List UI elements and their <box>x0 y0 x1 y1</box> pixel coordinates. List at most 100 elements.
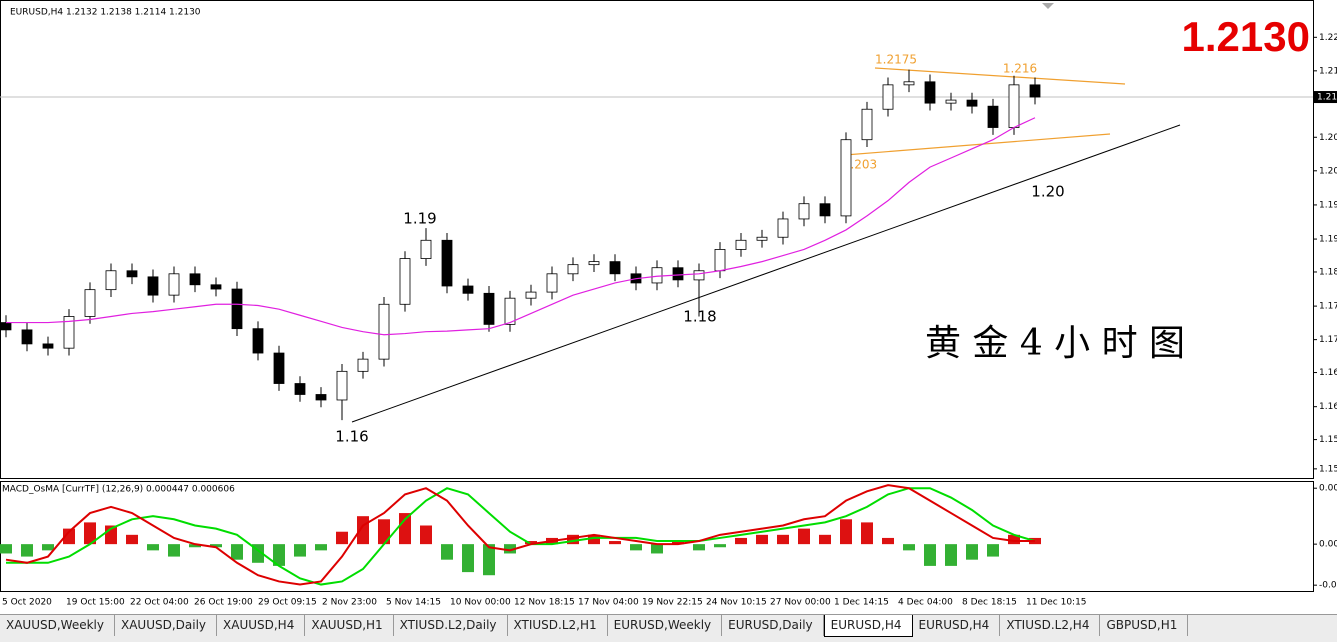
candle-body <box>651 267 663 284</box>
candle-body <box>798 203 810 220</box>
histogram-bar <box>882 537 894 545</box>
annotation: 1.216 <box>1003 62 1037 76</box>
x-tick-label: 22 Oct 04:00 <box>130 598 189 608</box>
histogram-bar <box>609 541 621 545</box>
tab[interactable]: GBPUSD,H1 <box>1100 615 1189 636</box>
x-tick-label: 11 Dec 10:15 <box>1026 598 1087 608</box>
x-tick-label: 24 Nov 10:15 <box>706 598 767 608</box>
candle-body <box>903 81 915 86</box>
main-panel <box>0 0 1314 479</box>
histogram-bar <box>147 544 159 551</box>
tab[interactable]: XAUUSD,H1 <box>305 615 394 636</box>
tab[interactable]: EURUSD,H4 <box>913 615 1001 636</box>
candle-body <box>126 270 138 278</box>
histogram-bar <box>315 544 327 551</box>
y-tick-label: 1.19 <box>1319 235 1337 245</box>
candle-body <box>210 284 222 290</box>
annotation: 1.16 <box>335 428 368 446</box>
candle-body <box>42 343 54 349</box>
tab[interactable]: XTIUSD.L2,H4 <box>1000 615 1101 636</box>
histogram-bar <box>378 519 390 545</box>
y-tick-label: 1.20 <box>1319 133 1337 143</box>
y-tick-label: 1.18 <box>1319 267 1337 277</box>
histogram-bar <box>588 534 600 545</box>
histogram-bar <box>987 544 999 557</box>
support-line <box>844 133 1111 156</box>
y-tick-label: 1.15 <box>1319 464 1337 474</box>
histogram-bar <box>525 541 537 545</box>
candle-body <box>147 276 159 296</box>
watermark: 黄 金 4 小 时 图 <box>925 323 1185 364</box>
histogram-bar <box>483 544 495 576</box>
histogram-bar <box>189 544 201 548</box>
candle-body <box>0 322 12 331</box>
tab[interactable]: EURUSD,Daily <box>722 615 824 636</box>
histogram-bar <box>0 544 12 554</box>
candle-body <box>420 239 432 259</box>
x-tick-label: 10 Nov 00:00 <box>450 598 511 608</box>
y-tick-label: 0.00 <box>1319 484 1337 494</box>
tab-bar: XAUUSD,Weekly XAUUSD,Daily XAUUSD,H4 XAUUSD… <box>0 614 1337 642</box>
candle-body <box>315 394 327 401</box>
candle-body <box>966 99 978 107</box>
candle-body <box>273 352 285 384</box>
candle-body <box>441 239 453 287</box>
x-tick-label: 19 Nov 22:15 <box>642 598 703 608</box>
candle-body <box>21 329 33 345</box>
candle-body <box>546 273 558 293</box>
candle-body <box>105 270 117 291</box>
y-tick-label: 0.00 <box>1319 540 1337 550</box>
x-tick-label: 29 Oct 09:15 <box>258 598 317 608</box>
histogram-bar <box>126 534 138 545</box>
scroll-marker <box>1042 3 1054 9</box>
histogram-bar <box>399 513 411 545</box>
current-price-box <box>1314 91 1337 104</box>
y-tick-label: 1.22 <box>1319 33 1337 43</box>
histogram-bar <box>924 544 936 566</box>
terminal-chart: EURUSD,H4 1.2132 1.2138 1.2114 1.2130 1.… <box>0 0 1337 608</box>
annotation: 1.2175 <box>875 53 917 67</box>
histogram-bar <box>21 544 33 557</box>
tab[interactable]: XTIUSD.L2,H1 <box>508 615 608 636</box>
macd-panel <box>0 481 1314 592</box>
histogram-bar <box>42 544 54 551</box>
y-tick-label: 1.17 <box>1319 335 1337 345</box>
histogram-bar <box>294 544 306 557</box>
histogram-bar <box>630 544 642 551</box>
candle-body <box>63 316 75 349</box>
tab[interactable]: XAUUSD,Daily <box>115 615 218 636</box>
candle-body <box>882 84 894 110</box>
price-label: 1.2130 <box>1182 13 1310 60</box>
candle-body <box>399 258 411 305</box>
histogram-bar <box>462 544 474 573</box>
histogram-bar <box>231 544 243 560</box>
tab[interactable]: EURUSD,H4 <box>823 615 913 637</box>
annotation: 1.20 <box>1031 183 1064 201</box>
histogram-bar <box>336 531 348 545</box>
candle-body <box>336 370 348 401</box>
histogram-bar <box>756 534 768 545</box>
tab[interactable]: XAUUSD,Weekly <box>0 615 115 636</box>
histogram-bar <box>819 534 831 545</box>
candle-body <box>756 236 768 241</box>
tab[interactable]: XAUUSD,H4 <box>217 615 306 636</box>
histogram-bar <box>441 544 453 560</box>
y-tick-label: 1.19 <box>1319 200 1337 210</box>
candle-body <box>84 289 96 317</box>
symbol-info: EURUSD,H4 1.2132 1.2138 1.2114 1.2130 <box>10 8 201 18</box>
macd-line <box>5 484 1035 586</box>
x-tick-label: 19 Oct 15:00 <box>66 598 125 608</box>
histogram-bar <box>567 534 579 545</box>
tab[interactable]: XTIUSD.L2,Daily <box>394 615 508 636</box>
histogram-bar <box>84 522 96 545</box>
x-tick-label: 5 Nov 14:15 <box>386 598 441 608</box>
tab[interactable]: EURUSD,Weekly <box>608 615 723 636</box>
candle-body <box>693 270 705 281</box>
x-tick-label: 12 Nov 18:15 <box>514 598 575 608</box>
histogram-bar <box>735 537 747 545</box>
histogram-bar <box>903 544 915 551</box>
candle-body <box>567 264 579 275</box>
moving-average <box>6 117 1036 336</box>
annotation: 1.19 <box>403 210 436 228</box>
